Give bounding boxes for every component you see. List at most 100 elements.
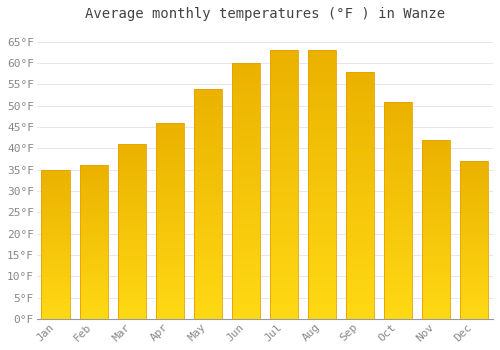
Bar (118, 282, 146, 284)
Bar (422, 172, 450, 174)
Bar (384, 310, 412, 312)
Bar (194, 110, 222, 112)
Bar (346, 131, 374, 133)
Bar (194, 236, 222, 238)
Bar (384, 164, 412, 167)
Bar (42, 277, 70, 279)
Bar (384, 286, 412, 288)
Bar (80, 241, 108, 242)
Bar (384, 106, 412, 108)
Bar (118, 212, 146, 214)
Bar (232, 158, 260, 160)
Bar (232, 176, 260, 178)
Bar (460, 215, 488, 216)
Bar (42, 243, 70, 244)
Bar (308, 128, 336, 131)
Bar (384, 225, 412, 228)
Bar (42, 288, 70, 289)
Bar (346, 173, 374, 175)
Bar (270, 115, 298, 118)
Bar (346, 104, 374, 106)
Bar (42, 228, 70, 229)
Bar (460, 226, 488, 228)
Bar (346, 188, 374, 190)
Bar (346, 254, 374, 257)
Bar (156, 211, 184, 213)
Bar (308, 131, 336, 134)
Bar (308, 252, 336, 254)
Bar (384, 186, 412, 188)
Bar (384, 288, 412, 290)
Bar (346, 299, 374, 302)
Bar (118, 179, 146, 181)
Bar (308, 139, 336, 142)
Bar (42, 185, 70, 186)
Bar (80, 247, 108, 248)
Bar (194, 218, 222, 220)
Bar (232, 278, 260, 281)
Bar (346, 247, 374, 250)
Bar (118, 263, 146, 265)
Bar (80, 310, 108, 311)
Bar (270, 279, 298, 281)
Bar (346, 260, 374, 262)
Bar (42, 285, 70, 286)
Bar (80, 187, 108, 188)
Bar (118, 291, 146, 293)
Bar (118, 270, 146, 272)
Bar (80, 250, 108, 251)
Bar (156, 199, 184, 201)
Bar (346, 181, 374, 183)
Bar (156, 225, 184, 227)
Bar (270, 69, 298, 72)
Bar (270, 112, 298, 115)
Bar (384, 191, 412, 193)
Bar (384, 134, 412, 136)
Bar (42, 216, 70, 217)
Bar (270, 249, 298, 252)
Bar (384, 195, 412, 197)
Bar (270, 77, 298, 80)
Bar (460, 219, 488, 221)
Bar (232, 275, 260, 278)
Bar (156, 176, 184, 178)
Bar (346, 74, 374, 77)
Bar (270, 187, 298, 190)
Bar (80, 178, 108, 179)
Bar (346, 297, 374, 299)
Bar (80, 181, 108, 182)
Bar (422, 158, 450, 160)
Bar (460, 253, 488, 254)
Bar (118, 177, 146, 179)
Bar (80, 273, 108, 274)
Bar (270, 287, 298, 289)
Bar (118, 153, 146, 155)
Bar (194, 317, 222, 319)
Bar (308, 163, 336, 166)
Bar (118, 315, 146, 317)
Bar (308, 150, 336, 152)
Bar (118, 305, 146, 307)
Bar (42, 177, 70, 178)
Bar (270, 104, 298, 107)
Bar (232, 186, 260, 188)
Bar (308, 152, 336, 155)
Bar (422, 299, 450, 301)
Bar (308, 222, 336, 225)
Bar (232, 268, 260, 270)
Bar (156, 139, 184, 140)
Bar (460, 257, 488, 259)
Bar (194, 96, 222, 98)
Bar (80, 251, 108, 253)
Bar (308, 268, 336, 271)
Bar (346, 109, 374, 111)
Bar (384, 147, 412, 149)
Bar (156, 313, 184, 315)
Bar (308, 185, 336, 187)
Bar (308, 96, 336, 99)
Bar (156, 213, 184, 215)
Bar (42, 300, 70, 301)
Bar (270, 152, 298, 155)
Bar (232, 78, 260, 81)
Bar (118, 184, 146, 186)
